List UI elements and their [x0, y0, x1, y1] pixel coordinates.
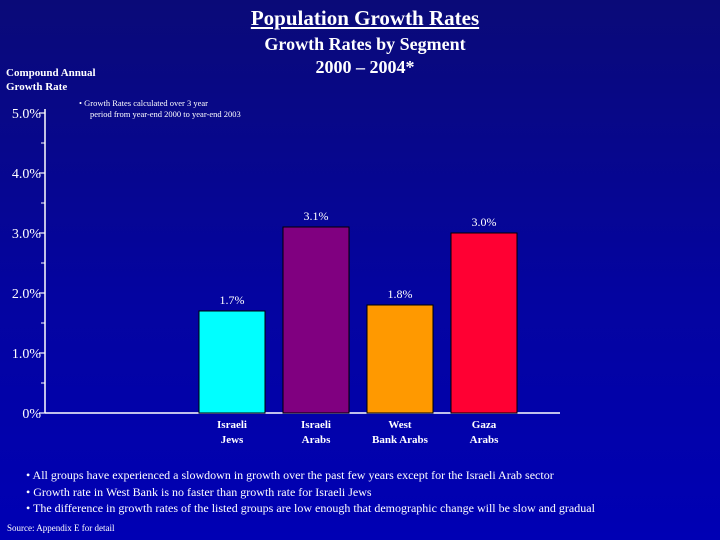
y-tick-label-3: 3.0% [12, 227, 42, 242]
bullet-list: • All groups have experienced a slowdown… [26, 467, 595, 517]
bullet-item-1: • All groups have experienced a slowdown… [26, 468, 554, 482]
category-label-1-line-2: Arabs [302, 434, 331, 446]
y-tick-label-2: 2.0% [12, 287, 42, 302]
bullet-item-2: • Growth rate in West Bank is no faster … [26, 484, 372, 499]
y-tick-label-1: 1.0% [12, 347, 42, 362]
category-label-1-line-1: Israeli [301, 419, 331, 431]
bar-value-label-3: 3.0% [472, 215, 497, 229]
bar-value-label-2: 1.8% [388, 287, 413, 301]
chart-subtitle: Growth Rates by Segment 2000 – 2004* [0, 33, 720, 79]
y-tick-label-5: 5.0% [12, 107, 42, 122]
bar-value-label-0: 1.7% [220, 293, 245, 307]
y-axis-title: Compound Annual Growth Rate [6, 66, 96, 94]
y-tick-label-0: 0% [22, 407, 41, 422]
chart-title: Population Growth Rates [250, 6, 480, 30]
bar-2 [366, 304, 434, 414]
footnote-line-1: • Growth Rates calculated over 3 year [79, 98, 209, 108]
category-label-0-line-1: Israeli [217, 419, 247, 431]
subtitle-line-2: 2000 – 2004* [315, 57, 415, 77]
y-tick-label-4: 4.0% [12, 167, 42, 182]
source-note: Source: Appendix E for detail [7, 523, 115, 533]
category-label-0-line-2: Jews [221, 434, 244, 446]
category-label-3-line-1: Gaza [472, 419, 497, 431]
category-label-2-line-2: Bank Arabs [372, 434, 429, 446]
category-label-3-line-2: Arabs [470, 434, 499, 446]
y-axis-title-line-2: Growth Rate [6, 81, 68, 93]
category-label-2-line-1: West [388, 419, 412, 431]
bullet-item-3: • The difference in growth rates of the … [26, 501, 595, 515]
bar-value-label-1: 3.1% [304, 209, 329, 223]
footnote-line-2: period from year-end 2000 to year-end 20… [90, 109, 241, 119]
bar-0 [198, 310, 266, 414]
calculation-footnote: • Growth Rates calculated over 3 year pe… [79, 98, 241, 120]
y-axis-title-line-1: Compound Annual [6, 67, 96, 79]
bar-1 [282, 226, 350, 414]
bar-3 [450, 232, 518, 414]
subtitle-line-1: Growth Rates by Segment [264, 34, 466, 54]
